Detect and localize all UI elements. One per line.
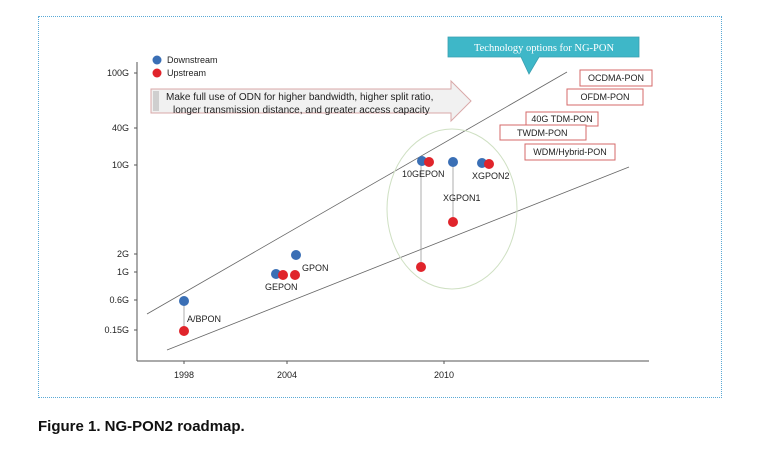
x-tick-label: 1998 bbox=[174, 370, 194, 380]
upstream-point bbox=[290, 270, 300, 280]
lower-trend-line bbox=[166, 166, 630, 351]
y-tick-label: 10G bbox=[112, 160, 129, 170]
cluster-ellipse bbox=[386, 128, 518, 290]
figure-frame: 0.15G 0.6G 1G 2G 10G 40G 100G 1998 2004 … bbox=[38, 16, 722, 398]
option-label: 40G TDM-PON bbox=[531, 114, 592, 124]
option-box: 40G TDM-PON bbox=[525, 111, 599, 127]
roadmap-chart: 0.15G 0.6G 1G 2G 10G 40G 100G 1998 2004 … bbox=[104, 36, 653, 380]
figure-caption: Figure 1. NG-PON2 roadmap. bbox=[38, 418, 245, 435]
label-xgpon1: XGPON1 bbox=[443, 193, 481, 203]
downstream-point bbox=[291, 250, 301, 260]
connector-lines bbox=[183, 161, 454, 332]
y-tick-marks bbox=[134, 72, 137, 331]
legend-upstream-dot bbox=[152, 68, 162, 78]
option-label: OCDMA-PON bbox=[588, 73, 644, 83]
downstream-point bbox=[448, 157, 458, 167]
upstream-point bbox=[448, 217, 458, 227]
label-gpon: GPON bbox=[302, 263, 329, 273]
upstream-point bbox=[179, 326, 189, 336]
option-label: OFDM-PON bbox=[581, 92, 630, 102]
downstream-point bbox=[179, 296, 189, 306]
direction-arrow bbox=[150, 79, 472, 123]
y-tick-label: 100G bbox=[107, 68, 129, 78]
label-10gepon: 10GEPON bbox=[402, 169, 445, 179]
arrow-text-line-2: longer transmission distance, and greate… bbox=[173, 105, 430, 116]
option-box: WDM/Hybrid-PON bbox=[524, 143, 616, 161]
upstream-point bbox=[484, 159, 494, 169]
legend-downstream-label: Downstream bbox=[167, 55, 218, 65]
label-abpon: A/BPON bbox=[187, 314, 221, 324]
option-label: WDM/Hybrid-PON bbox=[533, 147, 607, 157]
upstream-point bbox=[424, 157, 434, 167]
banner-shape bbox=[447, 36, 640, 75]
label-xgpon2: XGPON2 bbox=[472, 171, 510, 181]
option-label: TWDM-PON bbox=[517, 128, 568, 138]
upstream-point bbox=[416, 262, 426, 272]
legend-upstream-label: Upstream bbox=[167, 68, 206, 78]
y-tick-label: 40G bbox=[112, 123, 129, 133]
option-box: OCDMA-PON bbox=[579, 69, 653, 87]
option-box: TWDM-PON bbox=[499, 124, 587, 141]
upper-trend-line bbox=[146, 71, 568, 315]
y-tick-label: 1G bbox=[117, 267, 129, 277]
banner-text: Technology options for NG-PON bbox=[474, 43, 615, 54]
arrow-text-line-1: Make full use of ODN for higher bandwidt… bbox=[166, 92, 433, 103]
x-tick-label: 2004 bbox=[277, 370, 297, 380]
y-tick-label: 0.15G bbox=[104, 325, 129, 335]
upstream-point bbox=[278, 270, 288, 280]
option-box: OFDM-PON bbox=[566, 88, 644, 106]
label-gepon: GEPON bbox=[265, 282, 298, 292]
x-tick-marks bbox=[183, 361, 445, 364]
y-tick-label: 2G bbox=[117, 249, 129, 259]
arrow-left-band bbox=[153, 91, 159, 111]
y-tick-label: 0.6G bbox=[109, 295, 129, 305]
x-tick-label: 2010 bbox=[434, 370, 454, 380]
legend-downstream-dot bbox=[152, 55, 162, 65]
